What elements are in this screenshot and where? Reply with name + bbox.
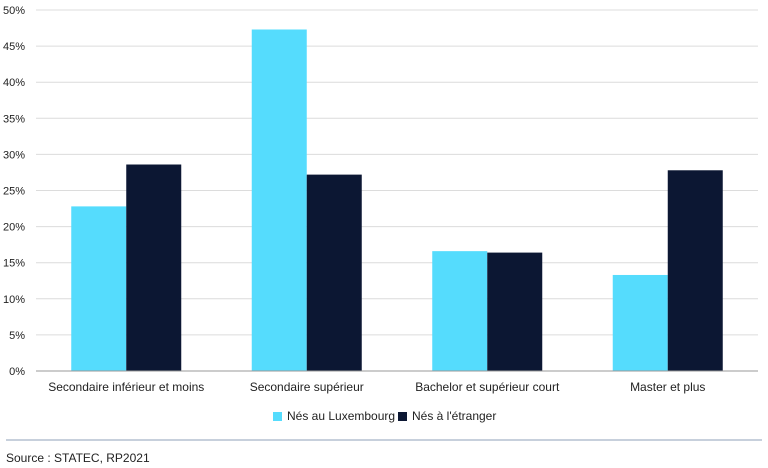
legend-swatch — [398, 412, 407, 421]
legend-label: Nés à l'étranger — [412, 409, 496, 423]
bar — [487, 252, 543, 371]
bar — [251, 29, 307, 372]
y-tick-label: 5% — [9, 330, 25, 342]
bar — [126, 164, 182, 371]
bars — [71, 29, 723, 372]
y-tick-label: 15% — [3, 258, 25, 270]
y-tick-label: 45% — [3, 41, 25, 53]
y-tick-label: 30% — [3, 149, 25, 161]
y-axis-ticks: 0% 5% 10% 15% 20% 25% 30% 35% 40% 45% 50% — [3, 5, 25, 378]
x-category-label: Bachelor et supérieur court — [415, 380, 560, 394]
bar — [667, 170, 723, 371]
x-category-label: Secondaire supérieur — [250, 380, 364, 394]
x-category-label: Master et plus — [630, 380, 705, 394]
source-note: Source : STATEC, RP2021 — [6, 451, 150, 465]
y-tick-label: 50% — [3, 5, 25, 17]
bar — [432, 251, 488, 371]
y-tick-label: 20% — [3, 222, 25, 234]
legend: Nés au Luxembourg Nés à l'étranger — [273, 409, 496, 423]
y-tick-label: 10% — [3, 294, 25, 306]
legend-label: Nés au Luxembourg — [287, 409, 395, 423]
y-tick-label: 35% — [3, 113, 25, 125]
bar — [306, 174, 362, 371]
y-tick-label: 25% — [3, 186, 25, 198]
bar — [612, 274, 668, 371]
y-tick-label: 40% — [3, 77, 25, 89]
bar — [71, 206, 127, 371]
y-tick-label: 0% — [9, 366, 25, 378]
x-axis-categories: Secondaire inférieur et moins Secondaire … — [48, 380, 705, 394]
x-category-label: Secondaire inférieur et moins — [48, 380, 204, 394]
legend-swatch — [273, 412, 282, 421]
